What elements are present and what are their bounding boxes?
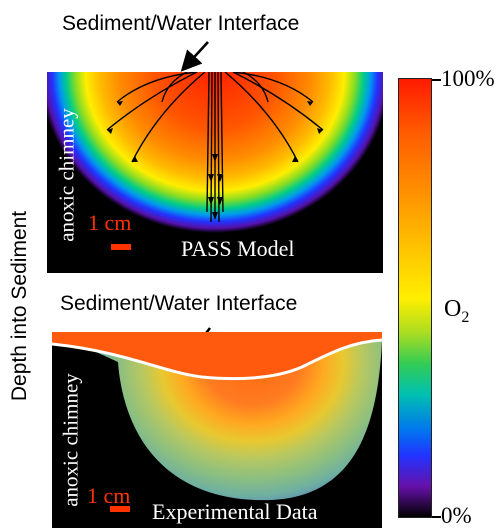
bottom-side-label: anoxic chimney <box>58 373 83 507</box>
pass-model-label: PASS Model <box>181 236 295 261</box>
colorbar-top-tick <box>432 79 441 81</box>
top-interface-arrow <box>180 41 209 72</box>
flow-lines <box>106 72 324 223</box>
top-side-label: anoxic chimney <box>54 108 79 242</box>
bottom-scale-bar <box>110 506 130 512</box>
bottom-scale-label: 1 cm <box>87 483 131 508</box>
top-interface-label: Sediment/Water Interface <box>62 12 300 35</box>
colorbar <box>398 78 432 518</box>
top-scale-bar <box>111 244 131 250</box>
pass-model-panel <box>47 72 383 273</box>
colorbar-max-label: 100% <box>441 66 495 91</box>
colorbar-quantity-sub: 2 <box>461 308 470 326</box>
flow-arrowheads <box>107 101 323 220</box>
bottom-interface-label: Sediment/Water Interface <box>60 292 298 315</box>
top-scale-label: 1 cm <box>88 210 132 235</box>
experimental-data-label: Experimental Data <box>152 499 318 524</box>
interface-line <box>52 338 382 381</box>
experimental-oxygen-field <box>52 332 382 501</box>
experimental-data-panel <box>52 332 382 528</box>
colorbar-bottom-tick <box>432 516 441 518</box>
colorbar-quantity-main: O <box>444 296 462 322</box>
colorbar-quantity-label: O2 <box>444 296 469 327</box>
colorbar-min-label: 0% <box>441 503 472 528</box>
